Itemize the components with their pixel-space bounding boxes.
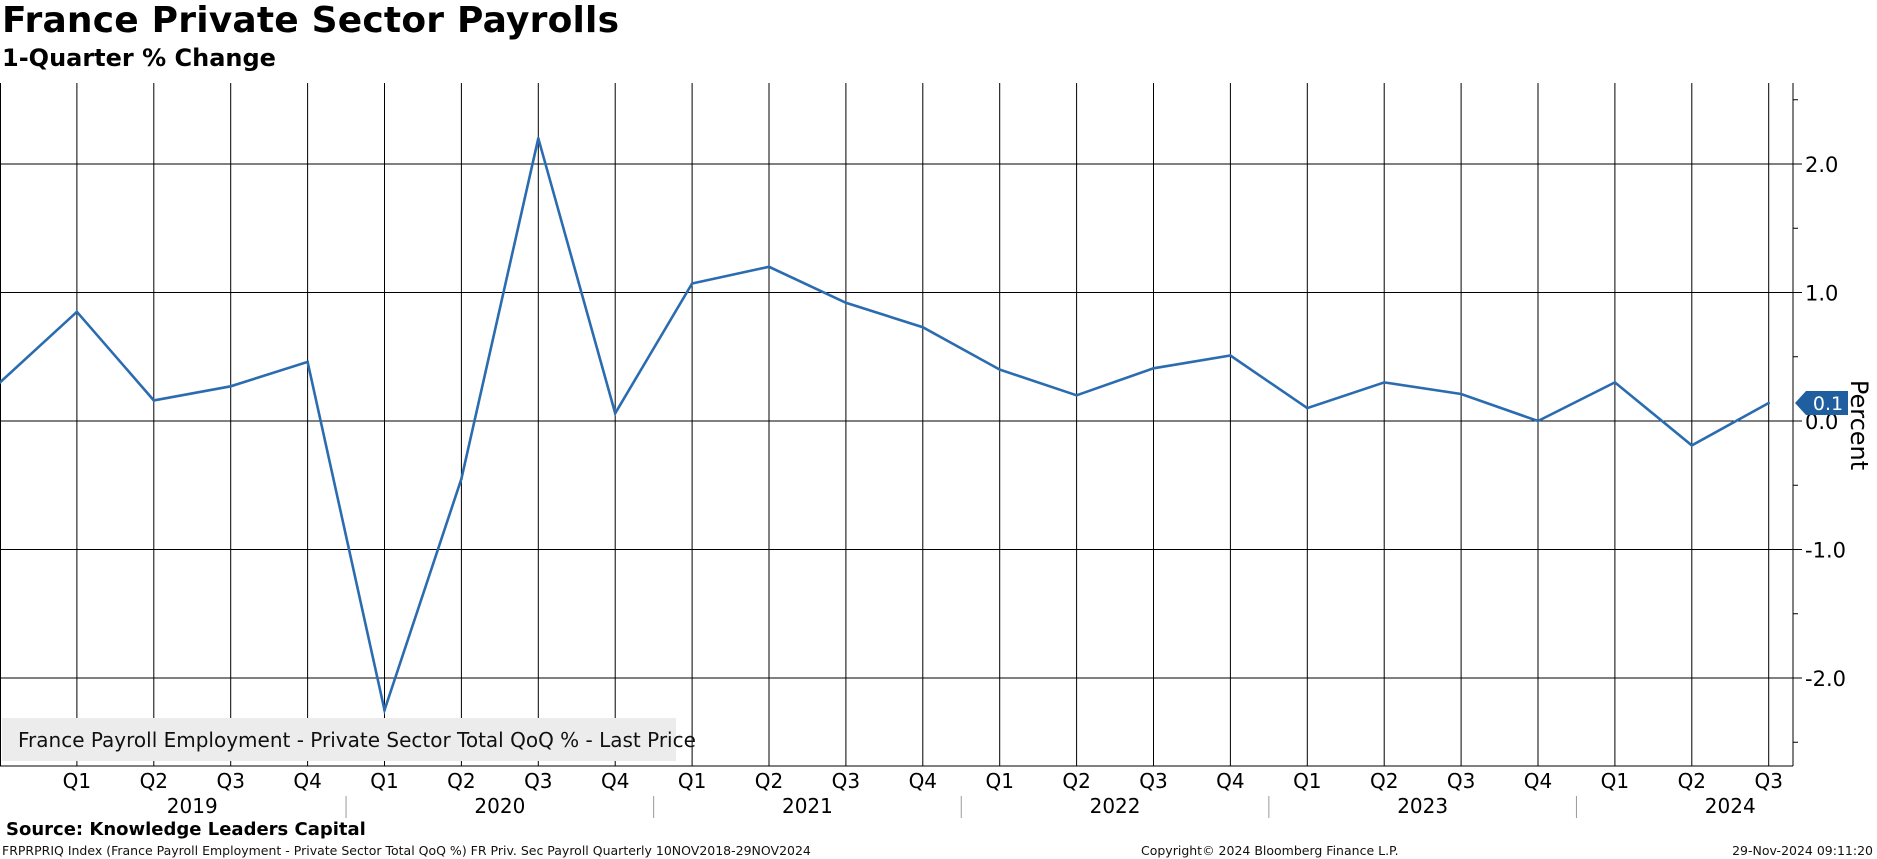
x-tick-label: Q4 (1524, 769, 1552, 793)
x-tick-label: Q3 (1139, 769, 1167, 793)
x-tick-label: Q1 (678, 769, 706, 793)
x-tick-label: Q2 (1062, 769, 1090, 793)
data-point (1536, 419, 1540, 423)
data-point (1306, 406, 1309, 410)
data-point (75, 310, 79, 314)
data-point (1382, 381, 1386, 384)
data-point (152, 399, 156, 402)
data-point (1613, 381, 1617, 384)
x-year-label: 2020 (474, 794, 525, 818)
x-tick-label: Q3 (1754, 769, 1782, 793)
x-tick-label: Q1 (1293, 769, 1321, 793)
x-tick-label: Q3 (524, 769, 552, 793)
y-tick-label: 1.0 (1805, 282, 1838, 306)
data-point (1075, 394, 1078, 397)
x-tick-label: Q4 (1216, 769, 1244, 793)
data-point (460, 477, 463, 481)
x-year-label: 2023 (1397, 794, 1448, 818)
x-year-label: 2021 (782, 794, 833, 818)
legend-label: France Payroll Employment - Private Sect… (18, 727, 696, 752)
y-tick-label: -1.0 (1805, 539, 1846, 563)
data-point (383, 708, 386, 712)
last-value-badge (1795, 391, 1848, 416)
data-point (844, 301, 848, 305)
data-point (1767, 401, 1770, 405)
x-tick-label: Q1 (985, 769, 1013, 793)
x-tick-label: Q4 (293, 769, 321, 793)
x-tick-label: Q3 (1447, 769, 1475, 793)
x-tick-label: Q3 (216, 769, 244, 793)
x-tick-label: Q1 (370, 769, 398, 793)
data-point (767, 265, 771, 269)
y-axis-title: Percent (1845, 380, 1873, 470)
last-value-label: 0.1 (1813, 393, 1843, 415)
x-tick-label: Q2 (140, 769, 168, 793)
data-point (537, 137, 540, 140)
x-tick-label: Q2 (1678, 769, 1706, 793)
data-point (998, 368, 1001, 371)
x-year-label: 2024 (1705, 794, 1756, 818)
data-point (0, 381, 2, 384)
data-point (1690, 444, 1694, 447)
data-point (1152, 367, 1155, 370)
source-note: Source: Knowledge Leaders Capital (6, 819, 366, 840)
chart-title: France Private Sector Payrolls (2, 0, 620, 41)
x-year-label: 2022 (1090, 794, 1141, 818)
data-point (921, 325, 925, 329)
legend: France Payroll Employment - Private Sect… (2, 718, 696, 761)
data-point (1229, 354, 1232, 357)
series-line (0, 137, 1770, 715)
data-point (1459, 392, 1463, 396)
x-year-label: 2019 (167, 794, 218, 818)
x-tick-label: Q4 (601, 769, 629, 793)
ticker-info: FRPRPRIQ Index (France Payroll Employmen… (2, 843, 811, 858)
timestamp: 29-Nov-2024 09:11:20 (1732, 843, 1873, 858)
x-tick-label: Q4 (909, 769, 937, 793)
x-tick-label: Q1 (1601, 769, 1629, 793)
x-tick-label: Q3 (832, 769, 860, 793)
x-tick-label: Q1 (63, 769, 91, 793)
data-point (613, 411, 617, 415)
copyright-note: Copyright© 2024 Bloomberg Finance L.P. (1141, 843, 1399, 858)
x-tick-label: Q2 (447, 769, 475, 793)
chart-subtitle: 1-Quarter % Change (2, 44, 276, 72)
x-tick-label: Q2 (1370, 769, 1398, 793)
data-point (229, 385, 232, 388)
y-tick-label: 2.0 (1805, 153, 1838, 177)
x-tick-label: Q2 (755, 769, 783, 793)
data-point (690, 282, 694, 285)
y-tick-label: -2.0 (1805, 667, 1846, 691)
data-point (306, 360, 309, 364)
